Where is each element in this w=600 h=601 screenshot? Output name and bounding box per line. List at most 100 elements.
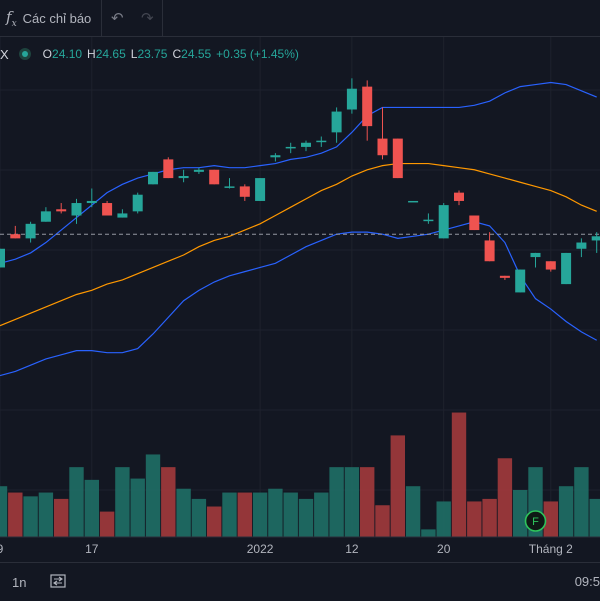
volume-bar — [329, 467, 343, 537]
toolbar-divider — [162, 0, 163, 36]
volume-bar — [375, 505, 389, 537]
volume-bar — [222, 493, 236, 537]
open-value: 24.10 — [52, 47, 82, 61]
indicator-line — [0, 164, 597, 326]
volume-bar — [590, 499, 600, 537]
volume-bar — [192, 499, 206, 537]
volume-bar — [8, 493, 22, 537]
volume-bar — [268, 489, 282, 537]
candle-body — [194, 170, 204, 172]
candle-body — [515, 270, 525, 293]
candle-body — [286, 147, 296, 149]
volume-bar — [574, 467, 588, 537]
candle-body — [546, 261, 556, 269]
clock-readout: 09:5 — [575, 574, 600, 589]
bottom-bar: 1n 09:5 — [0, 562, 600, 601]
volume-bar — [299, 499, 313, 537]
candle-body — [0, 249, 5, 268]
candle-body — [270, 155, 280, 157]
candle-body — [500, 276, 510, 278]
volume-bar — [253, 493, 267, 537]
candle-body — [148, 172, 158, 184]
volume-bar — [146, 454, 160, 537]
volume-bar — [39, 493, 53, 537]
volume-bar — [23, 496, 37, 537]
volume-bar — [391, 435, 405, 537]
candle-body — [362, 87, 372, 126]
candle-body — [576, 243, 586, 249]
candle-body — [87, 201, 97, 203]
candle-body — [592, 236, 600, 240]
x-tick-label: 9 — [0, 542, 4, 556]
event-marker-icon: F — [532, 516, 539, 528]
candle-body — [240, 186, 250, 196]
candle-body — [423, 220, 433, 222]
volume-bar — [360, 467, 374, 537]
indicators-button[interactable]: fx Các chỉ báo — [0, 0, 91, 36]
symbol-label[interactable]: X — [0, 47, 9, 62]
candle-body — [41, 211, 51, 221]
candle-body — [439, 205, 449, 238]
volume-bar — [406, 486, 420, 537]
candle-body — [117, 213, 127, 217]
candle-body — [454, 193, 464, 201]
candle-body — [531, 253, 541, 257]
volume-bar — [284, 493, 298, 537]
volume-bar — [176, 489, 190, 537]
volume-bar — [513, 490, 527, 537]
candle-body — [332, 112, 342, 133]
undo-icon[interactable]: ↶ — [102, 9, 132, 27]
indicator-line — [0, 222, 597, 376]
candle-body — [56, 209, 66, 211]
close-key: C — [172, 47, 181, 61]
volume-bar — [207, 507, 221, 537]
candle-body — [485, 240, 495, 261]
volume-bar — [238, 493, 252, 537]
redo-icon[interactable]: ↷ — [132, 9, 162, 27]
volume-bar — [54, 499, 68, 537]
candle-body — [133, 195, 143, 212]
candle-body — [225, 186, 235, 188]
volume-bar — [345, 467, 359, 537]
volume-bar — [482, 499, 496, 537]
low-value: 23.75 — [137, 47, 167, 61]
candle-body — [179, 176, 189, 178]
close-value: 24.55 — [181, 47, 211, 61]
function-icon: fx — [6, 8, 17, 29]
chart-toolbar: fx Các chỉ báo ↶ ↷ — [0, 0, 600, 37]
candle-body — [301, 143, 311, 147]
candle-body — [378, 139, 388, 156]
compare-icon[interactable] — [50, 574, 66, 591]
candle-body — [347, 89, 357, 110]
x-tick-label: 2022 — [247, 542, 274, 556]
x-tick-label: Tháng 2 — [529, 542, 573, 556]
candle-body — [255, 178, 265, 201]
volume-bar — [131, 479, 145, 537]
candle-body — [469, 216, 479, 231]
indicators-label: Các chỉ báo — [23, 11, 92, 26]
volume-bar — [314, 493, 328, 537]
candle-body — [102, 203, 112, 215]
candle-body — [561, 253, 571, 284]
volume-bar — [115, 467, 129, 537]
volume-bar — [69, 467, 83, 537]
market-status-icon[interactable] — [19, 48, 31, 60]
candle-body — [10, 234, 20, 238]
volume-bar — [452, 413, 466, 537]
candle-body — [209, 170, 219, 185]
low-key: L — [131, 47, 138, 61]
candle-body — [72, 203, 82, 215]
candle-body — [316, 141, 326, 143]
open-key: O — [43, 47, 52, 61]
interval-button[interactable]: 1n — [12, 575, 26, 590]
candle-body — [393, 139, 403, 178]
volume-bar — [0, 486, 7, 537]
high-key: H — [87, 47, 96, 61]
indicator-line — [0, 82, 597, 263]
volume-bar — [100, 512, 114, 537]
candle-body — [408, 201, 418, 203]
volume-bar — [437, 501, 451, 537]
candle-body — [163, 159, 173, 178]
